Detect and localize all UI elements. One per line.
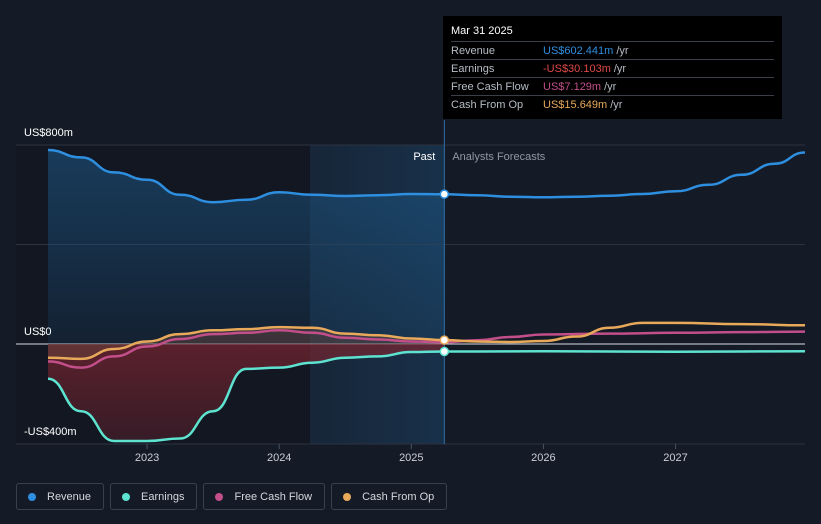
y-axis-label: -US$400m xyxy=(24,426,77,438)
earnings-marker xyxy=(439,346,450,357)
tooltip-value: US$602.441m xyxy=(543,44,614,57)
tooltip-unit: /yr xyxy=(610,98,623,111)
tooltip-value: -US$30.103m xyxy=(543,62,611,75)
x-axis-label: 2026 xyxy=(531,452,555,464)
x-axis-label: 2027 xyxy=(663,452,687,464)
revenue-area xyxy=(48,150,445,344)
tooltip-unit: /yr xyxy=(604,80,617,93)
earnings-line xyxy=(47,349,806,443)
tooltip-label: Free Cash Flow xyxy=(451,80,529,93)
tooltip-row: Cash From Op US$15.649m/yr xyxy=(451,95,774,113)
cash-from-op-area xyxy=(48,327,445,359)
legend: Revenue Earnings Free Cash Flow Cash Fro… xyxy=(16,483,448,510)
tooltip-label: Cash From Op xyxy=(451,98,524,111)
legend-label: Earnings xyxy=(141,490,185,503)
free-cash-flow-line xyxy=(47,329,806,369)
tooltip-value: US$7.129m xyxy=(543,80,602,93)
tooltip-row: Earnings -US$30.103m/yr xyxy=(451,59,774,77)
revenue-marker xyxy=(439,189,450,199)
tooltip-value: US$15.649m xyxy=(543,98,608,111)
legend-item-free-cash-flow[interactable]: Free Cash Flow xyxy=(203,483,326,510)
earnings-area xyxy=(48,344,445,441)
forecast-label: Analysts Forecasts xyxy=(452,151,545,163)
x-axis-label: 2025 xyxy=(399,452,423,464)
legend-item-earnings[interactable]: Earnings xyxy=(110,483,198,510)
y-axis-label: US$800m xyxy=(24,127,73,139)
legend-label: Cash From Op xyxy=(362,490,435,503)
legend-label: Free Cash Flow xyxy=(234,490,313,503)
legend-item-cash-from-op[interactable]: Cash From Op xyxy=(331,483,448,510)
tooltip-date: Mar 31 2025 xyxy=(451,25,513,37)
legend-item-revenue[interactable]: Revenue xyxy=(16,483,105,510)
free-cash-flow-dot-icon xyxy=(215,492,224,501)
revenue-line xyxy=(47,148,806,204)
cash-from-op-marker xyxy=(439,335,450,345)
past-label: Past xyxy=(413,151,435,163)
x-axis-label: 2023 xyxy=(135,452,159,464)
x-axis-label: 2024 xyxy=(267,452,291,464)
tooltip-label: Revenue xyxy=(451,44,496,57)
tooltip-unit: /yr xyxy=(613,62,627,75)
cash-from-op-dot-icon xyxy=(343,492,352,501)
tooltip: Mar 31 2025 Revenue US$602.441m/yr Earning… xyxy=(443,16,782,119)
earnings-dot-icon xyxy=(122,492,131,501)
cash-from-op-line xyxy=(47,321,806,361)
tooltip-label: Earnings xyxy=(451,62,495,75)
revenue-dot-icon xyxy=(28,492,36,501)
tooltip-unit: /yr xyxy=(616,44,629,57)
legend-label: Revenue xyxy=(47,490,92,503)
y-axis-label: US$0 xyxy=(24,326,52,338)
tooltip-row: Free Cash Flow US$7.129m/yr xyxy=(451,77,774,95)
tooltip-row: Revenue US$602.441m/yr xyxy=(451,41,774,59)
